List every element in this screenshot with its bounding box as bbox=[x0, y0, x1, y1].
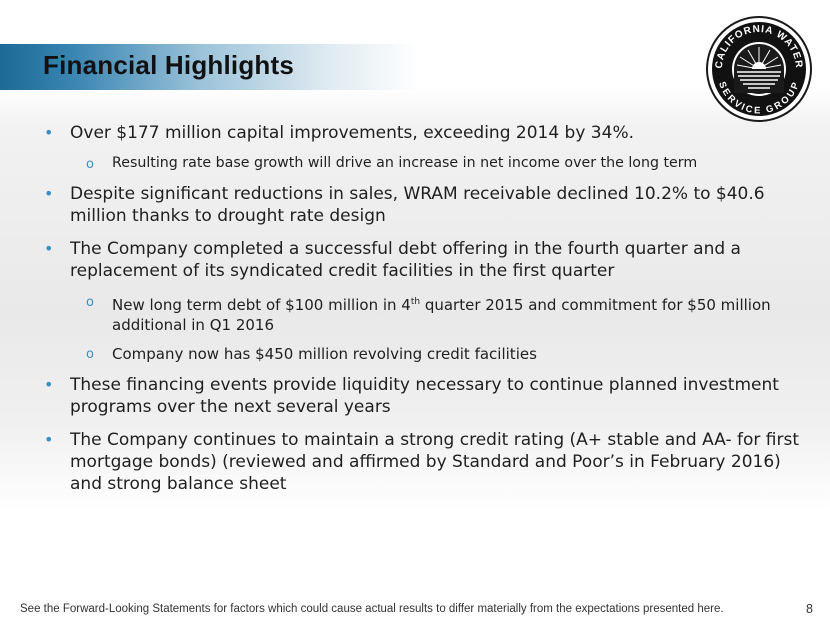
bullet-dot-icon: • bbox=[44, 375, 54, 394]
bullet-dot-icon: • bbox=[44, 184, 54, 203]
bullet-text: Company now has $450 million revolving c… bbox=[112, 345, 537, 363]
bullet-circle-icon: o bbox=[86, 295, 94, 310]
bullet-text: Resulting rate base growth will drive an… bbox=[112, 155, 698, 171]
sub-list-item: o New long term debt of $100 million in … bbox=[22, 292, 812, 335]
list-item: • Over $177 million capital improvements… bbox=[22, 122, 812, 144]
bullet-circle-icon: o bbox=[86, 347, 94, 362]
footer-disclaimer: See the Forward-Looking Statements for f… bbox=[20, 603, 724, 615]
page-number: 8 bbox=[806, 602, 813, 616]
california-water-service-group-logo: CALIFORNIA WATER SERVICE GROUP bbox=[706, 16, 812, 122]
bullet-circle-icon: o bbox=[86, 157, 94, 172]
bullet-text: New long term debt of $100 million in 4t… bbox=[112, 296, 771, 334]
list-item: • The Company completed a successful deb… bbox=[22, 238, 812, 282]
list-item: • The Company continues to maintain a st… bbox=[22, 429, 812, 495]
list-item: • These financing events provide liquidi… bbox=[22, 374, 812, 418]
list-item: • Despite significant reductions in sale… bbox=[22, 183, 812, 227]
bullet-dot-icon: • bbox=[44, 430, 54, 449]
title-bar bbox=[0, 44, 420, 90]
bullet-text: Despite significant reductions in sales,… bbox=[70, 184, 765, 226]
page-title: Financial Highlights bbox=[43, 50, 295, 80]
bullet-text: The Company continues to maintain a stro… bbox=[70, 430, 800, 494]
sub-list-item: o Resulting rate base growth will drive … bbox=[22, 154, 812, 173]
bullet-dot-icon: • bbox=[44, 123, 54, 142]
bullet-text: These financing events provide liquidity… bbox=[70, 375, 779, 417]
bullet-text: Over $177 million capital improvements, … bbox=[70, 123, 634, 143]
bullet-list: • Over $177 million capital improvements… bbox=[22, 122, 812, 506]
bullet-text: The Company completed a successful debt … bbox=[70, 239, 741, 281]
bullet-dot-icon: • bbox=[44, 239, 54, 258]
sub-list-item: o Company now has $450 million revolving… bbox=[22, 344, 812, 364]
